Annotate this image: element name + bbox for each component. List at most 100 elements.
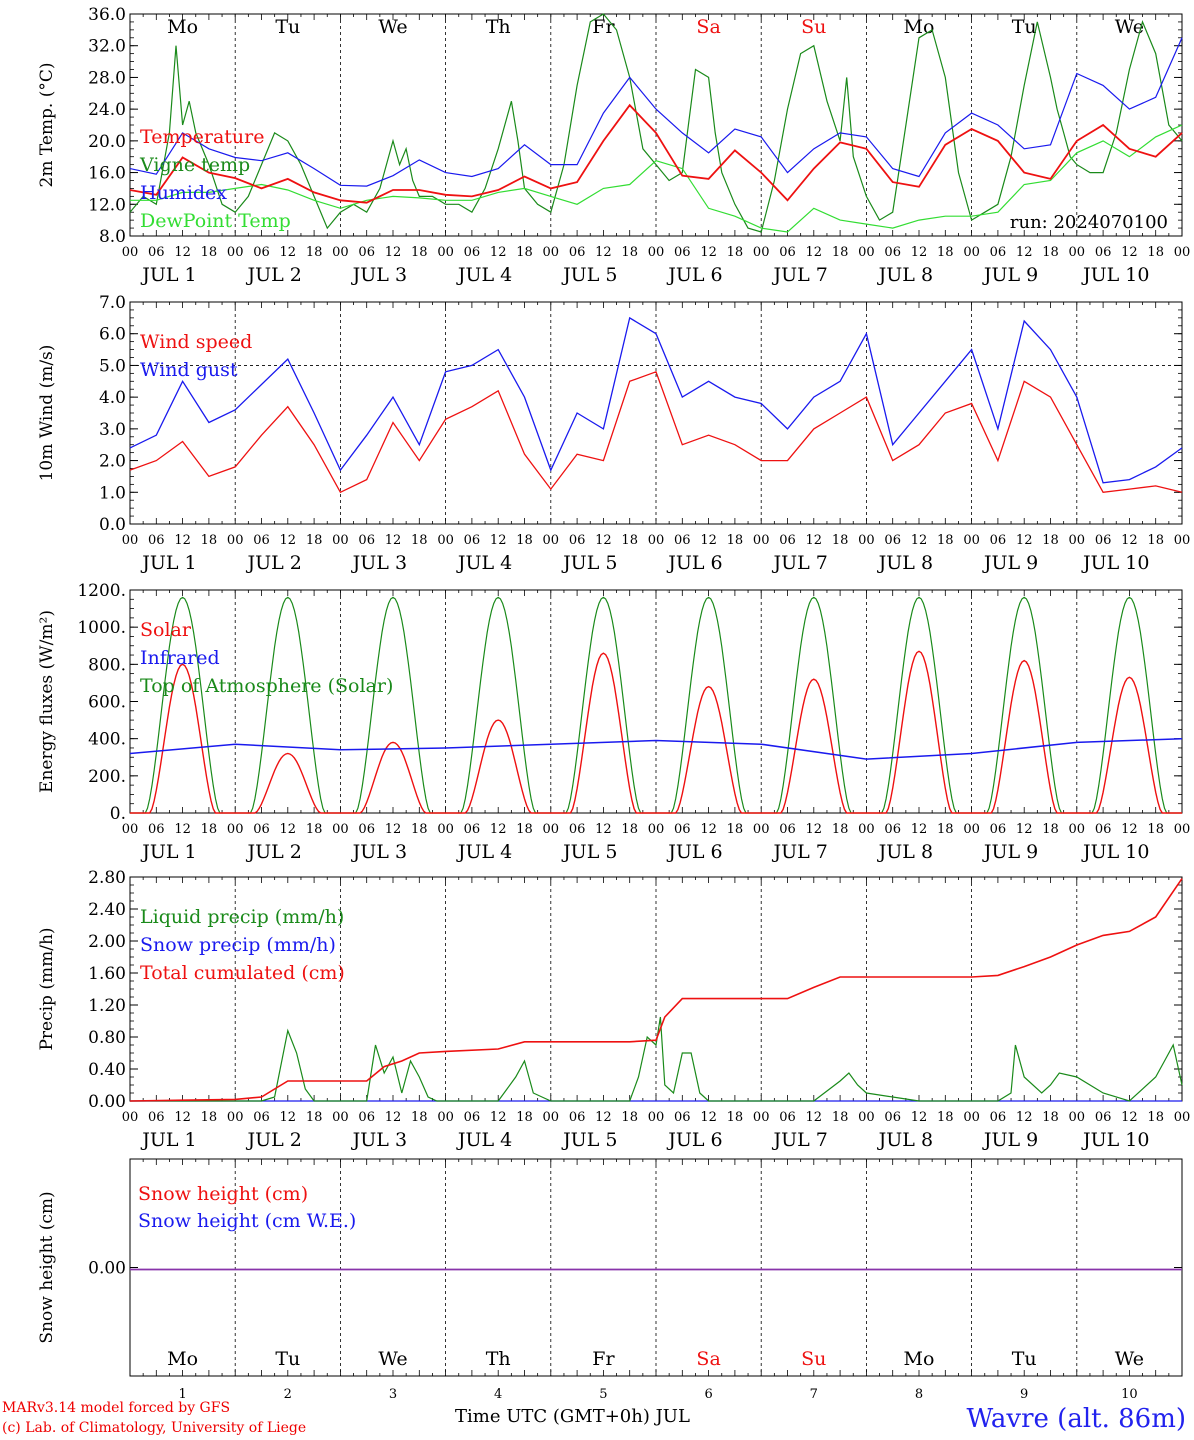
y-tick-label: 400. <box>88 730 126 750</box>
legend-temperature: Temperature <box>140 126 264 148</box>
day-number-label: 1 <box>178 1387 186 1402</box>
x-hour-label: 12 <box>490 1110 507 1125</box>
y-tick-label: 600. <box>88 693 126 713</box>
x-date-label: JUL 1 <box>140 841 196 863</box>
legend-vigne-temp: Vigne temp <box>139 154 250 176</box>
x-hour-label: 06 <box>358 533 375 548</box>
x-hour-label: 12 <box>595 822 612 837</box>
x-date-label: JUL 2 <box>245 1129 301 1151</box>
x-hour-label: 12 <box>911 822 928 837</box>
x-date-label: JUL 1 <box>140 1129 196 1151</box>
x-date-label: JUL 7 <box>771 264 827 286</box>
x-hour-label: 06 <box>884 533 901 548</box>
x-hour-label: 18 <box>832 1110 849 1125</box>
x-date-label: JUL 8 <box>877 841 933 863</box>
x-hour-label: 18 <box>937 822 954 837</box>
x-hour-label: 00 <box>437 1110 454 1125</box>
x-date-label: JUL 2 <box>245 552 301 574</box>
x-hour-label: 18 <box>411 245 428 260</box>
x-hour-label: 06 <box>148 1110 165 1125</box>
y-axis-title: 2m Temp. (°C) <box>37 62 57 187</box>
x-hour-label: 12 <box>280 1110 297 1125</box>
y-tick-label: 800. <box>88 655 126 675</box>
series-infrared <box>129 737 1183 760</box>
y-tick-label: 32.0 <box>88 37 126 57</box>
series-solar <box>130 650 1182 814</box>
x-hour-label: 06 <box>884 245 901 260</box>
x-hour-label: 12 <box>280 245 297 260</box>
y-axis-title: 10m Wind (m/s) <box>37 345 57 482</box>
series-dewpoint-temp <box>130 124 1183 233</box>
x-hour-label: 18 <box>201 822 218 837</box>
x-hour-label: 12 <box>280 822 297 837</box>
x-hour-label: 18 <box>621 533 638 548</box>
x-hour-label: 00 <box>543 533 560 548</box>
x-date-label: JUL 7 <box>771 841 827 863</box>
y-tick-label: 2.00 <box>88 932 126 952</box>
y-tick-label: 24.0 <box>88 100 126 120</box>
x-hour-label: 12 <box>490 245 507 260</box>
x-date-label: JUL 4 <box>456 264 512 286</box>
x-date-label: JUL 7 <box>771 1129 827 1151</box>
x-hour-label: 18 <box>727 1110 744 1125</box>
x-hour-label: 00 <box>648 822 665 837</box>
x-hour-label: 12 <box>490 533 507 548</box>
x-hour-label: 06 <box>464 245 481 260</box>
x-date-label: JUL 9 <box>982 264 1038 286</box>
x-hour-label: 18 <box>1147 245 1164 260</box>
x-hour-label: 12 <box>174 245 191 260</box>
x-hour-label: 18 <box>1042 245 1059 260</box>
x-hour-label: 18 <box>306 1110 323 1125</box>
x-hour-label: 06 <box>464 533 481 548</box>
y-tick-label: 0.80 <box>88 1028 126 1048</box>
model-credit: MARv3.14 model forced by GFS <box>2 1400 231 1416</box>
x-hour-label: 18 <box>306 245 323 260</box>
x-hour-label: 06 <box>674 245 691 260</box>
x-hour-label: 06 <box>358 245 375 260</box>
x-hour-label: 12 <box>1121 1110 1138 1125</box>
weekday-label: We <box>378 16 407 38</box>
x-hour-label: 18 <box>937 245 954 260</box>
x-hour-label: 06 <box>990 1110 1007 1125</box>
legend-dewpoint-temp: DewPoint Temp <box>140 210 291 232</box>
x-hour-label: 06 <box>148 245 165 260</box>
weekday-label: Mo <box>167 1348 198 1370</box>
x-date-label: JUL 9 <box>982 1129 1038 1151</box>
x-hour-label: 18 <box>411 1110 428 1125</box>
x-hour-label: 06 <box>569 822 586 837</box>
x-hour-label: 12 <box>911 245 928 260</box>
x-hour-label: 12 <box>700 822 717 837</box>
x-hour-label: 00 <box>753 822 770 837</box>
x-hour-label: 06 <box>358 1110 375 1125</box>
y-tick-label: 16.0 <box>88 164 126 184</box>
y-tick-label: 1.60 <box>88 964 126 984</box>
x-date-label: JUL 9 <box>982 552 1038 574</box>
x-hour-label: 12 <box>595 1110 612 1125</box>
weekday-label: We <box>378 1348 407 1370</box>
y-axis-title: Precip (mm/h) <box>37 927 57 1050</box>
weekday-label: Tu <box>275 1348 300 1370</box>
x-axis-title: Time UTC (GMT+0h) JUL <box>455 1406 690 1427</box>
x-hour-label: 18 <box>832 245 849 260</box>
weekday-label: Mo <box>167 16 198 38</box>
x-hour-label: 00 <box>1174 1110 1191 1125</box>
x-hour-label: 06 <box>990 245 1007 260</box>
day-number-label: 9 <box>1020 1387 1028 1402</box>
x-date-label: JUL 3 <box>351 1129 407 1151</box>
x-hour-label: 00 <box>858 245 875 260</box>
x-hour-label: 00 <box>963 245 980 260</box>
x-hour-label: 06 <box>884 1110 901 1125</box>
x-hour-label: 00 <box>227 1110 244 1125</box>
y-axis-title: Energy fluxes (W/m²) <box>37 610 57 793</box>
x-hour-label: 06 <box>1095 533 1112 548</box>
x-hour-label: 06 <box>569 533 586 548</box>
y-tick-label: 0.0 <box>99 515 126 535</box>
x-hour-label: 00 <box>963 1110 980 1125</box>
x-hour-label: 00 <box>122 822 139 837</box>
weekday-label: Th <box>486 16 511 38</box>
x-hour-label: 00 <box>332 245 349 260</box>
x-hour-label: 12 <box>1121 822 1138 837</box>
x-hour-label: 00 <box>1174 245 1191 260</box>
x-date-label: JUL 4 <box>456 552 512 574</box>
weekday-label: We <box>1115 1348 1144 1370</box>
